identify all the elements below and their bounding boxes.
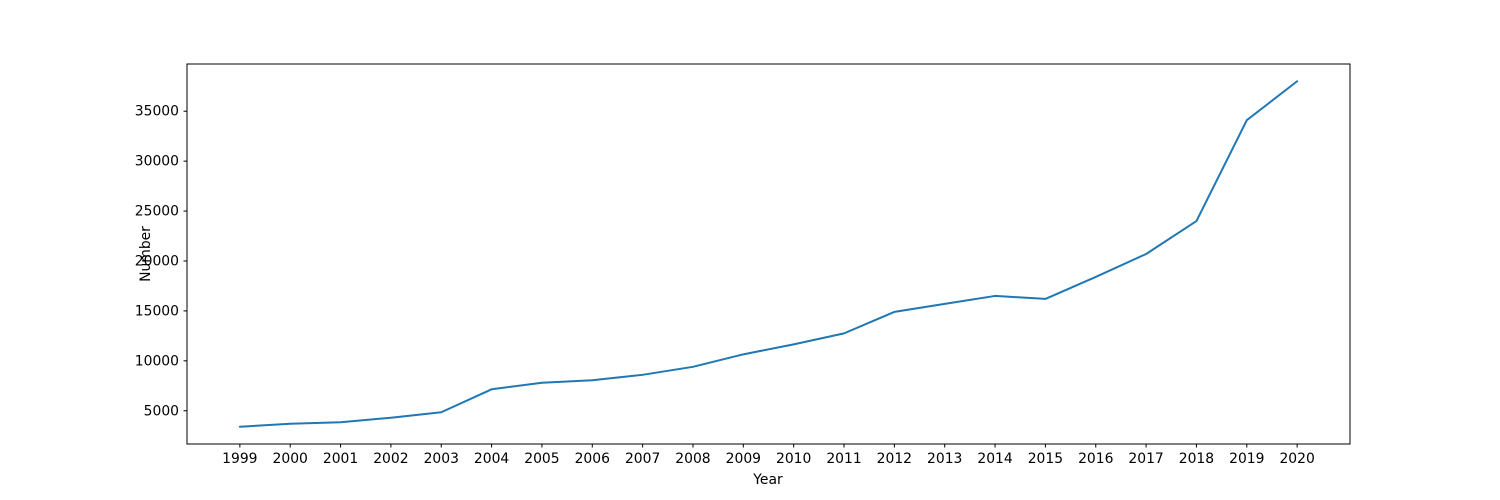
x-tick-label: 2000 — [273, 451, 308, 467]
x-tick-label: 2013 — [927, 451, 962, 467]
x-tick-label: 2002 — [373, 451, 408, 467]
x-axis-tick-labels: 1999 2000 2001 2002 2003 2004 2005 2006 2007 2008… — [222, 451, 1315, 467]
x-tick-label: 2014 — [977, 451, 1013, 467]
x-tick-label: 2020 — [1279, 451, 1314, 467]
x-tick-label: 2001 — [323, 451, 358, 467]
y-tick-label: 35000 — [135, 104, 179, 120]
x-tick-label: 2012 — [877, 451, 912, 467]
x-tick-label: 2008 — [675, 451, 710, 467]
data-series — [238, 80, 1299, 428]
x-tick-label: 2018 — [1179, 451, 1214, 467]
x-tick-label: 2003 — [424, 451, 459, 467]
x-tick-label: 2019 — [1229, 451, 1264, 467]
x-tick-label: 2006 — [575, 451, 610, 467]
x-tick-label: 2005 — [524, 451, 559, 467]
plot-border — [186, 63, 1351, 445]
x-tick-label: 2010 — [776, 451, 811, 467]
y-axis-ticks — [183, 110, 187, 412]
x-tick-label: 2007 — [625, 451, 660, 467]
x-axis-label: Year — [752, 472, 783, 488]
x-tick-label: 2004 — [474, 451, 510, 467]
x-tick-label: 2017 — [1128, 451, 1163, 467]
y-tick-label: 25000 — [135, 204, 179, 220]
x-tick-label: 2011 — [826, 451, 861, 467]
y-tick-label: 5000 — [144, 403, 179, 419]
x-tick-label: 1999 — [222, 451, 257, 467]
x-axis-ticks — [239, 444, 1298, 448]
y-axis-label: Number — [138, 226, 154, 282]
x-tick-label: 2015 — [1028, 451, 1063, 467]
data-line — [238, 80, 1299, 428]
y-tick-label: 15000 — [135, 303, 179, 319]
y-tick-label: 20000 — [135, 253, 179, 269]
y-tick-label: 30000 — [135, 154, 179, 170]
x-tick-label: 2016 — [1078, 451, 1113, 467]
x-tick-label: 2009 — [726, 451, 761, 467]
y-axis-tick-labels: 5000 10000 15000 20000 25000 30000 35000 — [135, 104, 179, 420]
y-tick-label: 10000 — [135, 353, 179, 369]
